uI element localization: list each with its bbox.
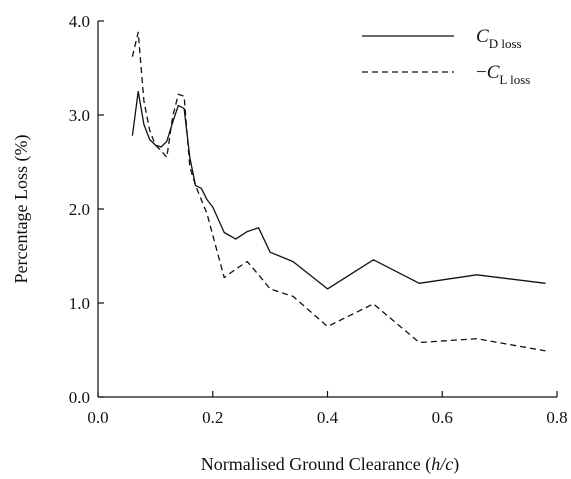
y-tick-label: 4.0: [69, 12, 90, 31]
y-axis-label: Percentage Loss (%): [11, 135, 32, 284]
x-tick-label: 0.8: [546, 408, 567, 427]
series-lines: [131, 31, 546, 352]
x-axis-label: Normalised Ground Clearance (h/c): [201, 454, 459, 475]
legend-label: −CL loss: [476, 62, 530, 87]
legend: CD loss −CL loss: [362, 26, 530, 87]
x-tick-label: 0.4: [317, 408, 339, 427]
y-tick-label: 0.0: [69, 388, 90, 407]
x-tick-label: 0.2: [202, 408, 223, 427]
x-ticks: 0.0 0.2 0.4 0.6 0.8: [87, 391, 568, 427]
legend-label: CD loss: [476, 26, 522, 51]
series-line-cl-loss: [131, 31, 546, 352]
series-line-cd-loss: [131, 90, 546, 290]
y-tick-label: 3.0: [69, 106, 90, 125]
x-tick-label: 0.6: [432, 408, 453, 427]
y-tick-label: 1.0: [69, 294, 90, 313]
x-tick-label: 0.0: [87, 408, 108, 427]
y-ticks: 0.0 1.0 2.0 3.0 4.0: [69, 12, 104, 407]
y-tick-label: 2.0: [69, 200, 90, 219]
